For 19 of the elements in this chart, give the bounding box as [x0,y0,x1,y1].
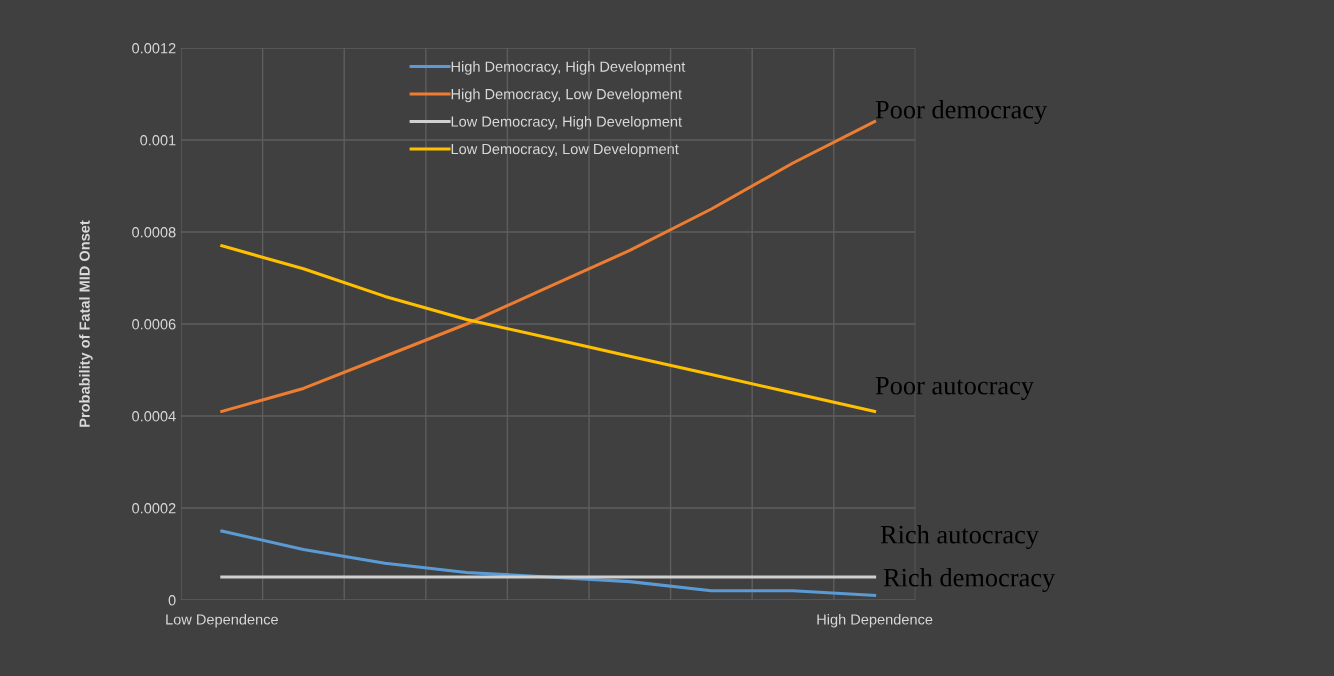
x-tick-label: Low Dependence [166,613,278,628]
y-tick-label: 0.0002 [132,503,176,514]
legend-label: Low Democracy, High Development [451,116,682,130]
y-tick-label: 0.0012 [132,43,176,54]
y-tick-label: 0.0004 [132,411,176,422]
x-tick-label: High Dependence [817,613,933,628]
y-tick-label: 0.001 [140,135,176,146]
legend-label: Low Democracy, Low Development [451,143,679,158]
annotation: Poor autocracy [875,376,1034,400]
legend-label: High Democracy, Low Development [451,88,682,103]
y-tick-label: 0.0006 [132,319,176,330]
y-tick-label: 0 [168,595,176,606]
annotation: Rich autocracy [880,525,1039,549]
legend-label: High Democracy, High Development [451,61,686,75]
annotation: Poor democracy [875,100,1048,124]
line-series [220,244,877,413]
y-axis-title: Probability of Fatal MID Onset [79,220,93,427]
y-tick-label: 0.0008 [132,227,176,238]
annotation: Rich democracy [883,568,1056,592]
